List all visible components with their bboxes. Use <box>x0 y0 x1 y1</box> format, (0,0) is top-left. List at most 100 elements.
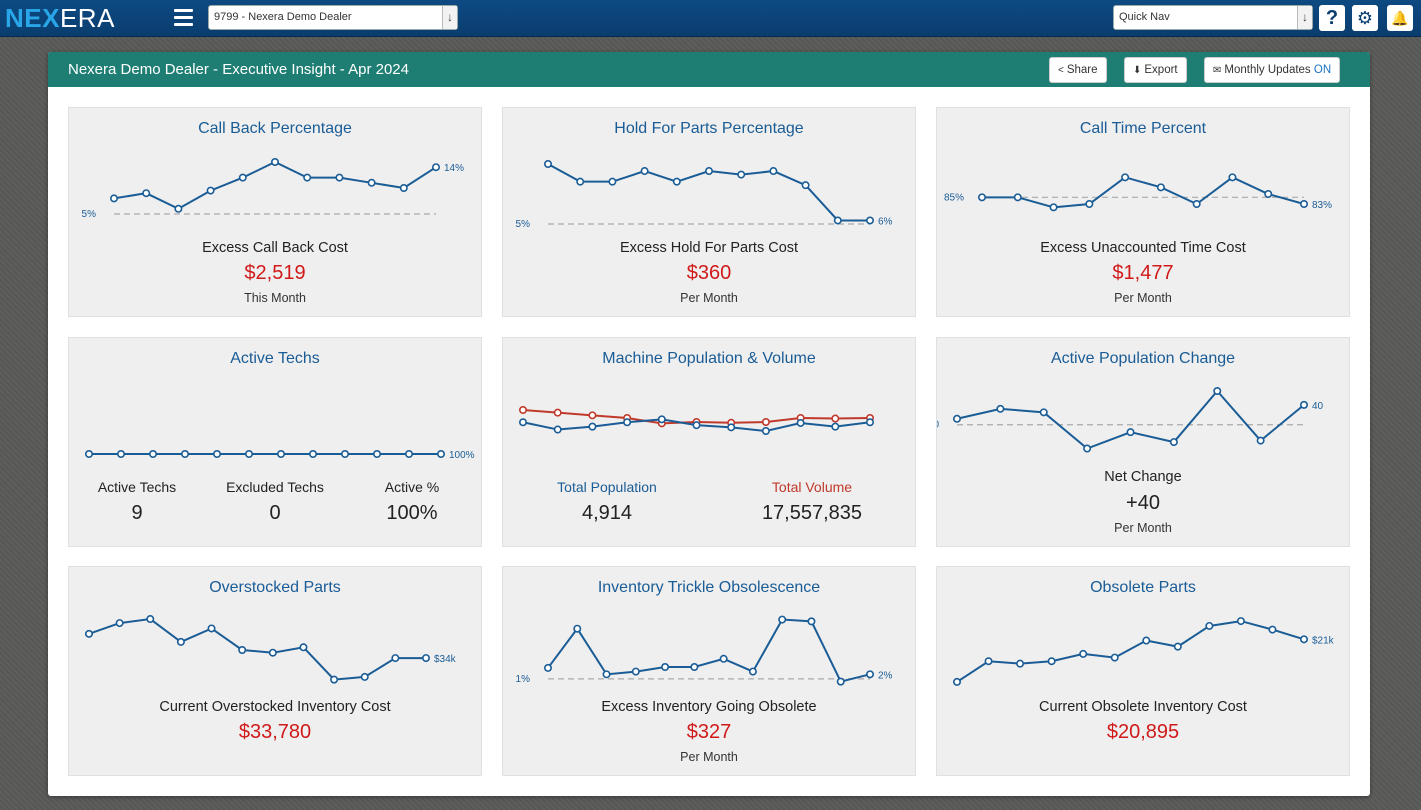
active-techs-card[interactable]: Active Techs 100% Active Techs 9 Exclude… <box>68 337 482 547</box>
hold-for-parts-card[interactable]: Hold For Parts Percentage 5% 6% Excess Ho… <box>502 107 916 317</box>
data-point <box>984 657 993 666</box>
metric-label: Excess Unaccounted Time Cost <box>1040 240 1246 256</box>
data-point <box>737 170 746 179</box>
data-point <box>238 645 247 654</box>
data-point <box>1083 444 1092 453</box>
chevron-down-icon: ↓ <box>442 6 457 29</box>
data-point <box>573 624 582 633</box>
nexera-logo[interactable]: NEXERA <box>5 3 115 33</box>
metric-label: Current Overstocked Inventory Cost <box>159 699 391 715</box>
data-point <box>769 167 778 176</box>
data-point <box>1126 428 1135 437</box>
baseline-label: 5% <box>82 209 97 220</box>
machine-population-volume-card[interactable]: Machine Population & Volume Total Popula… <box>502 337 916 547</box>
help-icon[interactable]: ? <box>1319 5 1345 31</box>
data-point <box>796 418 805 427</box>
data-point <box>1192 199 1201 208</box>
data-point <box>1299 635 1308 644</box>
data-point <box>1268 625 1277 634</box>
data-point <box>543 159 552 168</box>
data-point <box>367 178 376 187</box>
data-point <box>330 675 339 684</box>
data-point <box>657 415 666 424</box>
active-techs-stat: Active Techs 9 <box>77 479 197 525</box>
series-line <box>88 617 426 681</box>
share-button[interactable]: < Share <box>1049 57 1107 83</box>
series-line <box>113 160 437 210</box>
data-point <box>84 450 93 459</box>
data-point <box>335 173 344 182</box>
metric-value: $33,780 <box>238 721 312 743</box>
monthly-updates-label: Monthly Updates <box>1224 64 1311 76</box>
data-point <box>623 418 632 427</box>
end-value-label: 2% <box>878 670 893 681</box>
card-title: Call Back Percentage <box>198 120 352 137</box>
metric-label: Current Obsolete Inventory Cost <box>1039 699 1247 715</box>
quick-nav-select[interactable]: Quick Nav ↓ <box>1113 5 1313 30</box>
card-title: Inventory Trickle Obsolescence <box>597 579 821 596</box>
data-point <box>705 167 714 176</box>
obsolete-parts-card[interactable]: Obsolete Parts $21k Current Obsolete Inv… <box>936 566 1350 776</box>
excluded-techs-stat: Excluded Techs 0 <box>215 479 335 525</box>
metric-value: $1,477 <box>1112 262 1174 284</box>
active-population-change-card[interactable]: Active Population Change 040 Net Change … <box>936 337 1350 547</box>
data-point <box>207 624 216 633</box>
stat-value: 4,914 <box>581 502 633 524</box>
data-point <box>115 619 124 628</box>
data-point <box>181 450 190 459</box>
call-back-percentage-card[interactable]: Call Back Percentage 5% 14% Excess Call B… <box>68 107 482 317</box>
data-point <box>1213 386 1222 395</box>
active-percent-stat: Active % 100% <box>352 479 472 525</box>
overstocked-parts-card[interactable]: Overstocked Parts $34k Current Overstock… <box>68 566 482 776</box>
gear-icon[interactable]: ⚙ <box>1352 5 1378 31</box>
card-title: Machine Population & Volume <box>602 350 816 367</box>
data-point <box>865 670 874 679</box>
dealer-select[interactable]: 9799 - Nexera Demo Dealer ↓ <box>208 5 458 30</box>
stat-value: 0 <box>269 502 281 524</box>
monthly-updates-button[interactable]: ✉ Monthly Updates ON <box>1204 57 1341 83</box>
data-point <box>778 615 787 624</box>
data-point <box>952 414 961 423</box>
inventory-trickle-obsolescence-card[interactable]: Inventory Trickle Obsolescence 1% 2% Exce… <box>502 566 916 776</box>
metric-subtext: Per Month <box>680 750 738 764</box>
series-line <box>547 618 871 683</box>
data-point <box>1142 636 1151 645</box>
data-point <box>952 677 961 686</box>
end-value-label: 83% <box>1312 200 1332 211</box>
data-point <box>238 173 247 182</box>
metric-value: $20,895 <box>1106 721 1180 743</box>
card-title: Call Time Percent <box>1079 120 1207 137</box>
export-button[interactable]: ⬇ Export <box>1124 57 1187 83</box>
data-point <box>146 615 155 624</box>
card-title: Obsolete Parts <box>1090 579 1196 596</box>
call-time-percent-card[interactable]: Call Time Percent 85% 83% Excess Unaccoun… <box>936 107 1350 317</box>
stat-value: 17,557,835 <box>761 502 863 524</box>
bell-icon[interactable]: 🔔 <box>1387 5 1413 31</box>
active-techs-sparkline: 100% <box>84 450 475 461</box>
total-volume-stat: Total Volume 17,557,835 <box>742 479 882 525</box>
metric-value: $2,519 <box>244 262 306 284</box>
metric-subtext: Per Month <box>1114 521 1172 535</box>
executive-insight-panel: Nexera Demo Dealer - Executive Insight -… <box>48 52 1370 796</box>
end-value-label: 100% <box>449 450 475 461</box>
data-point <box>206 186 215 195</box>
hamburger-menu-icon[interactable] <box>174 9 193 26</box>
data-point <box>303 173 312 182</box>
card-title: Active Techs <box>230 350 320 367</box>
data-point <box>518 405 527 414</box>
data-point <box>1013 193 1022 202</box>
data-point <box>576 177 585 186</box>
data-point <box>661 663 670 672</box>
stat-label: Active Techs <box>97 479 177 495</box>
data-point <box>833 216 842 225</box>
envelope-icon: ✉ <box>1213 65 1222 76</box>
data-point <box>1169 438 1178 447</box>
data-point <box>761 417 770 426</box>
page-title: Nexera Demo Dealer - Executive Insight -… <box>68 61 409 78</box>
data-point <box>436 450 445 459</box>
trickle-sparkline: 1% 2% <box>516 615 893 686</box>
population-volume-sparkline <box>518 405 874 435</box>
stat-label: Total Volume <box>771 479 853 495</box>
data-point <box>268 648 277 657</box>
data-point <box>399 183 408 192</box>
